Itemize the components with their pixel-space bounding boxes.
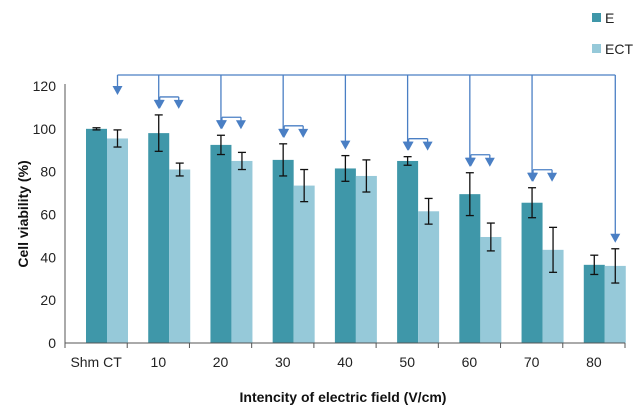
y-tick-label: 40 (40, 249, 56, 265)
bar-e (148, 133, 170, 343)
arrow-head (528, 172, 539, 182)
arrow-head (112, 86, 123, 95)
y-tick-label: 100 (33, 121, 57, 137)
y-axis-ticks: 0 20 40 60 80 100 120 (33, 78, 57, 351)
legend: E ECT (592, 10, 633, 57)
arrow-head (298, 128, 309, 138)
x-tick-label: 10 (151, 354, 167, 370)
legend-swatch (592, 13, 601, 22)
y-axis-title: Cell viability (%) (15, 160, 31, 267)
bar-e (459, 194, 481, 343)
bars (86, 128, 626, 343)
x-tick-label: 60 (462, 354, 478, 370)
arrow-head (422, 141, 433, 151)
bar-ect (480, 236, 502, 343)
bar-e (210, 144, 232, 343)
bar-ect (169, 169, 191, 343)
bar-ect (355, 175, 377, 343)
x-axis-ticks: Shm CT 10 20 30 40 50 60 70 80 (70, 354, 601, 370)
x-tick-label: 40 (337, 354, 353, 370)
bar-e (397, 160, 419, 343)
x-tick-label: 20 (213, 354, 229, 370)
legend-label: E (605, 10, 614, 26)
arrow-head (484, 157, 495, 167)
y-tick-label: 80 (40, 164, 56, 180)
comparison-brackets (112, 74, 621, 243)
x-tick-label: 80 (586, 354, 602, 370)
arrow-head (403, 141, 414, 151)
arrow-head (610, 233, 621, 243)
error-bars (92, 114, 620, 284)
bar-ect (231, 160, 253, 343)
bar-ect (293, 185, 315, 343)
bar-e (86, 128, 107, 343)
bar-e (583, 264, 605, 343)
bar-e (521, 202, 543, 343)
x-axis-title: Intencity of electric field (V/cm) (240, 389, 447, 405)
bar-e (334, 168, 356, 343)
bar-ect (604, 265, 626, 343)
legend-swatch (592, 44, 601, 53)
arrow-head (173, 99, 184, 109)
x-tick-label: 70 (524, 354, 540, 370)
y-tick-label: 120 (33, 78, 57, 94)
y-tick-label: 0 (48, 335, 56, 351)
arrow-head (340, 140, 351, 150)
arrow-head (465, 157, 476, 167)
bar-ect (542, 249, 564, 343)
arrow-head (235, 120, 246, 130)
axes (64, 84, 626, 348)
y-tick-label: 60 (40, 207, 56, 223)
legend-label: ECT (605, 41, 633, 57)
arrow-head (279, 128, 290, 138)
y-tick-label: 20 (40, 292, 56, 308)
x-tick-label: 50 (399, 354, 415, 370)
arrow-head (547, 172, 558, 182)
arrow-head (216, 120, 227, 130)
bar-ect (107, 138, 128, 343)
bar-ect (418, 211, 440, 343)
x-tick-label: 30 (275, 354, 291, 370)
bar-e (272, 159, 294, 343)
arrow-head (154, 99, 165, 109)
x-tick-label: Shm CT (70, 354, 122, 370)
